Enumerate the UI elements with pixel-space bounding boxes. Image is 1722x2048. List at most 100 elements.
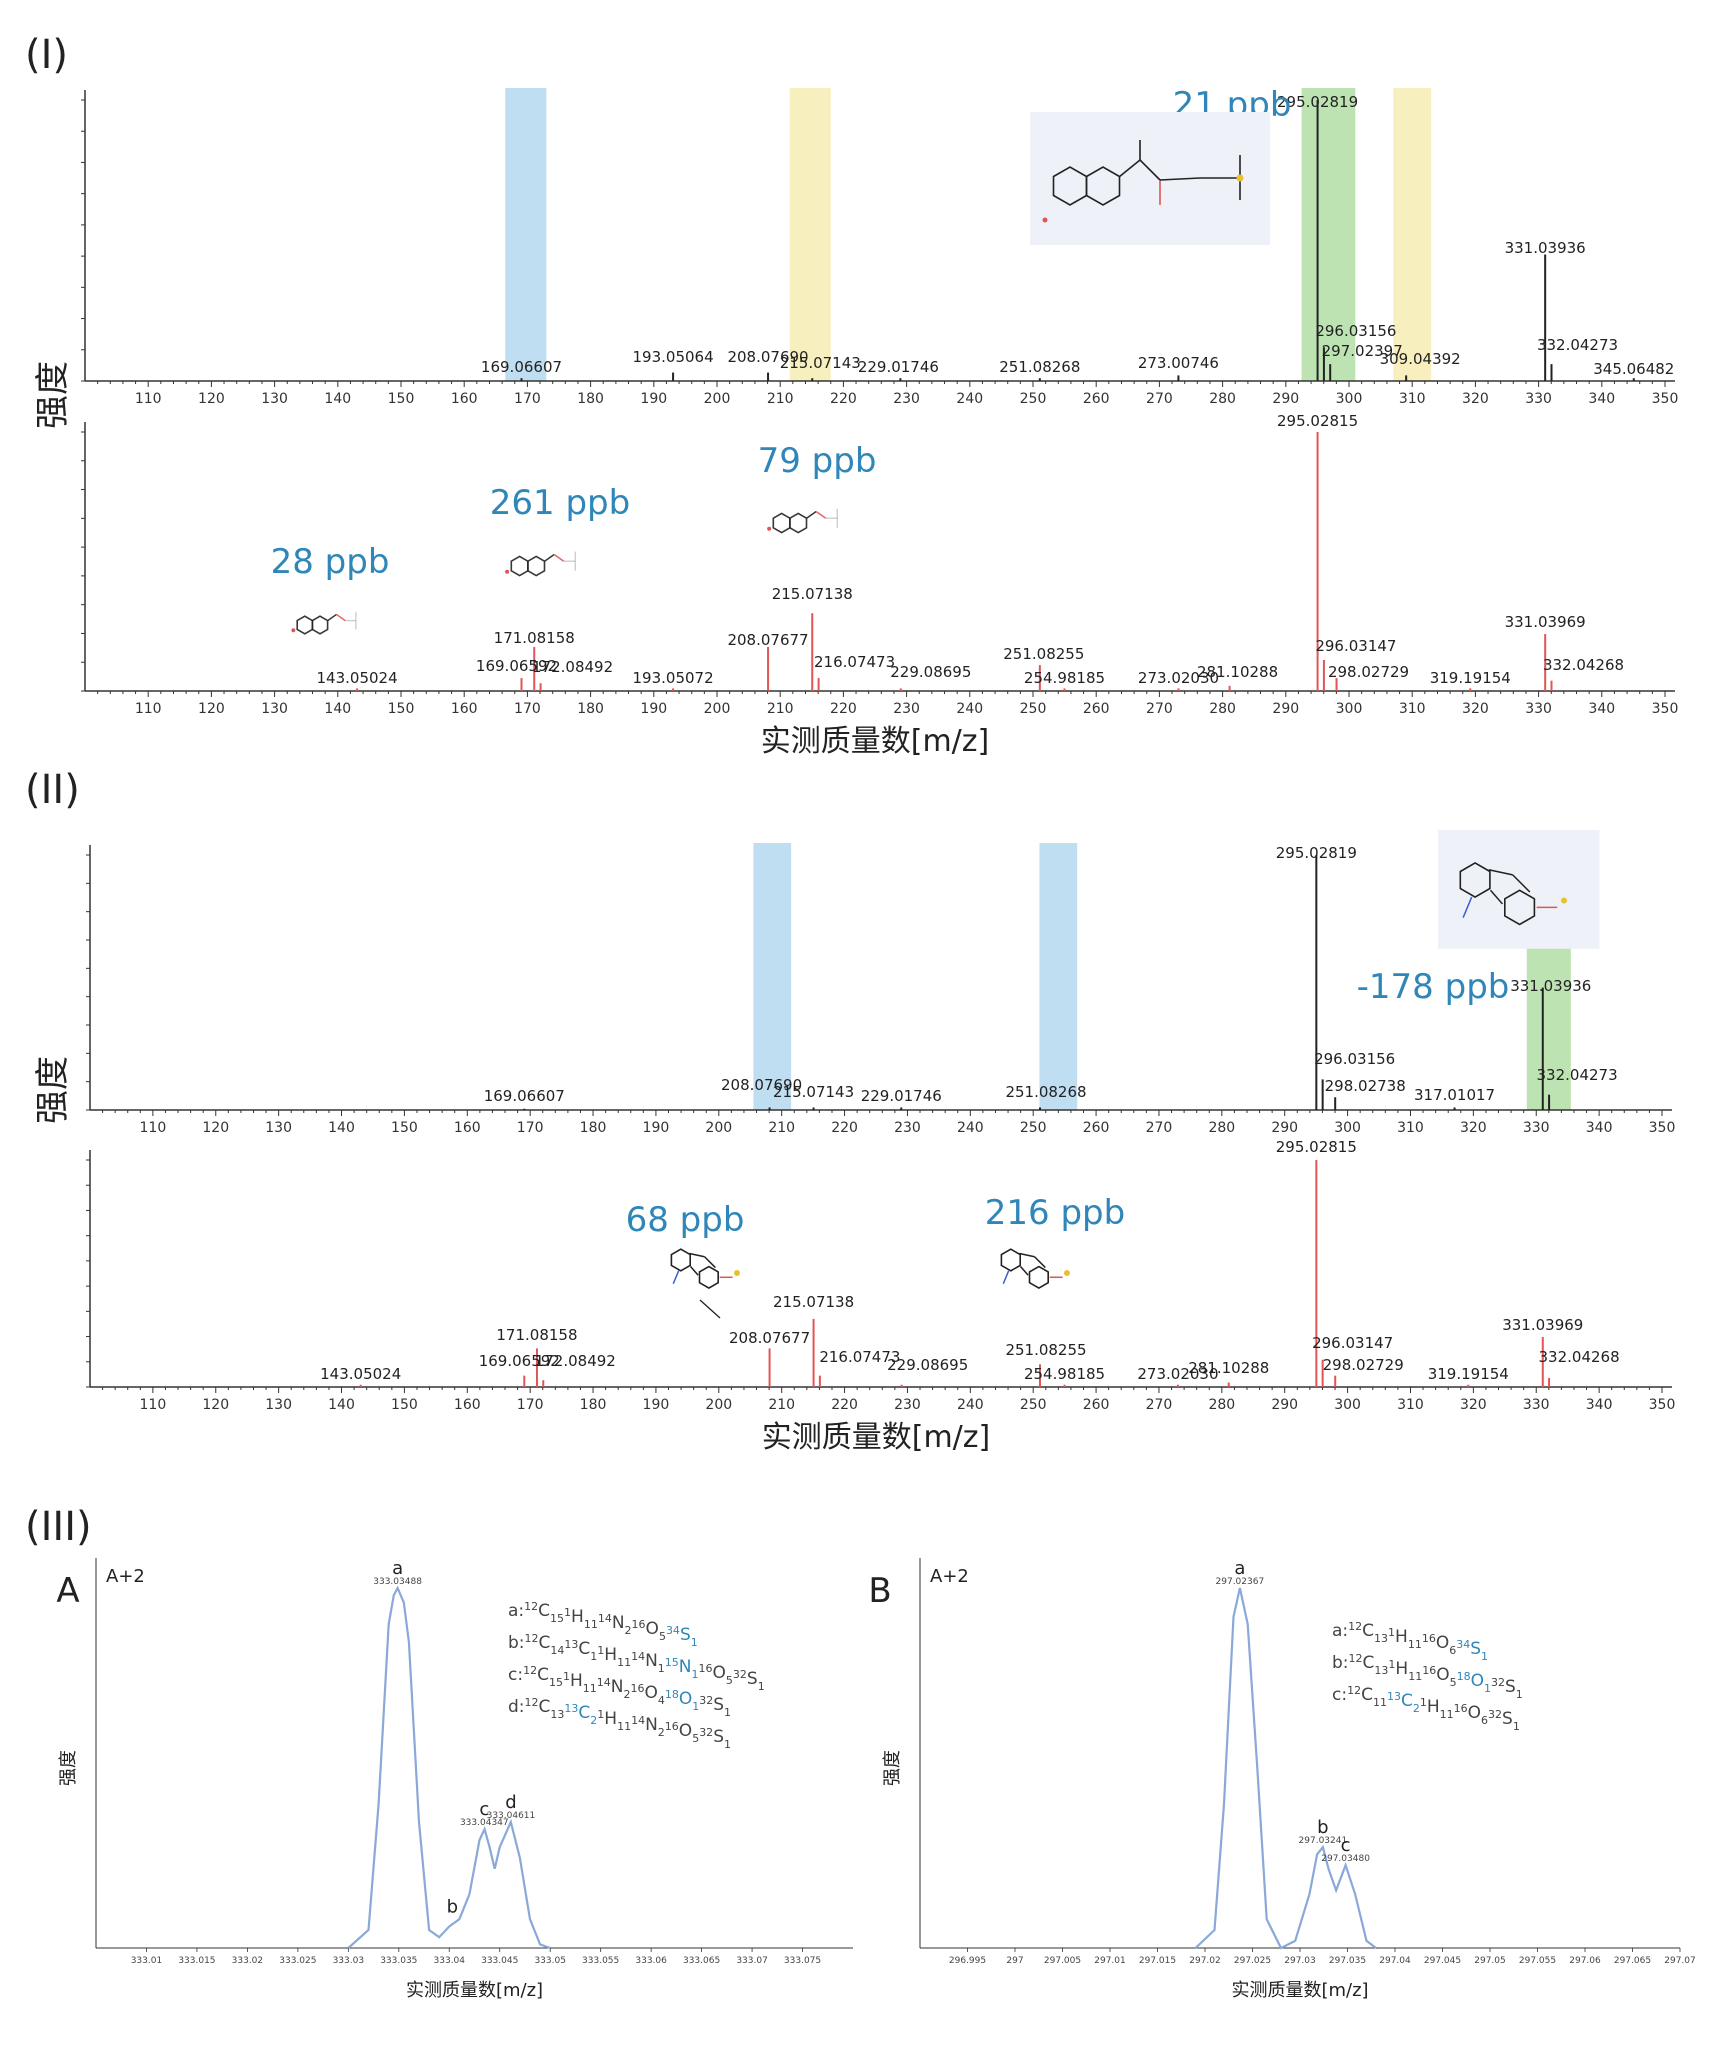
x-tick-label: 120 [202,1397,229,1413]
x-tick-label: 333.07 [736,1956,768,1966]
x-tick-label: 350 [1652,701,1679,717]
x-tick-label: 210 [767,391,794,407]
bond [806,510,817,519]
peak-label: 169.06607 [481,358,562,376]
molecule-box [500,548,644,584]
peak-label: 309.04392 [1380,350,1461,368]
x-tick-label: 110 [140,1397,167,1413]
bond [1034,1256,1046,1269]
peak-label: 216.07473 [814,653,895,671]
formula-1: b:12C1413C11H1114N115N116O532S1 [508,1632,765,1693]
x-tick-label: 130 [265,1120,292,1136]
x-tick-label: 230 [893,391,920,407]
atom-S [1561,897,1568,904]
x-tick-label: 270 [1146,1397,1173,1413]
molecule-box [286,609,418,642]
ppb-label-II-2: 216 ppb [985,1193,1125,1233]
formula-part: 16 [1454,1702,1468,1715]
formula-part: 16 [699,1662,713,1675]
x-tick-label: 330 [1523,1120,1550,1136]
panel-letter: B [868,1571,891,1611]
formula-part: 5 [659,1630,666,1643]
formula-part: C [1363,1653,1375,1673]
x-tick-label: 220 [831,1120,858,1136]
x-tick-label: 190 [643,1120,670,1136]
x-tick-label: 140 [324,391,351,407]
peak-label: 251.08255 [1003,645,1084,663]
x-tick-label: 120 [202,1120,229,1136]
ppb-label-II-1: 68 ppb [626,1200,745,1240]
peak-label: 172.08492 [535,1352,616,1370]
peak-label: 281.10288 [1188,1359,1269,1377]
peak-label: 251.08268 [1005,1083,1086,1101]
x-tick-label: 250 [1020,1120,1047,1136]
formula-2: c:12C151H1114N216O418O132S1 [508,1664,731,1719]
formula-part: H [604,1645,617,1665]
x-tick-label: 300 [1336,391,1363,407]
x-tick-label: 290 [1271,1397,1298,1413]
formula-part: 11 [1408,1670,1422,1683]
x-tick-label: 270 [1146,701,1173,717]
x-tick-label: 333.045 [481,1956,518,1966]
formula-part: C [539,1697,551,1717]
x-tick-label: 140 [324,701,351,717]
bond [815,510,827,519]
formula-part: 18 [665,1688,679,1701]
formula-part: 1 [1513,1720,1520,1733]
x-tick-label: 160 [454,1397,481,1413]
formula-part: O [679,1689,692,1709]
formula-part: H [1427,1697,1440,1717]
formula-part: 18 [1457,1670,1471,1683]
peak-label: 251.08255 [1005,1341,1086,1359]
x-tick-label: 200 [704,701,731,717]
x-tick-label: 170 [517,1397,544,1413]
peak-label: 295.02815 [1277,412,1358,430]
peak-label: 317.01017 [1414,1086,1495,1104]
molecule-I-top [1030,112,1270,245]
x-tick-label: 260 [1083,1120,1110,1136]
highlight-band [505,88,547,381]
peak-label: 295.02819 [1277,93,1358,111]
formula-part: 15 [665,1656,679,1669]
peak-label: 332.04273 [1537,336,1618,354]
formula-part: 16 [665,1720,679,1733]
x-tick-label: 290 [1272,701,1299,717]
ring [296,615,314,635]
x-tick-label: 220 [830,391,857,407]
formula-part: 32 [733,1668,747,1681]
x-tick-label: 260 [1083,1397,1110,1413]
x-tick-label: 230 [894,1120,921,1136]
formula-part: 14 [550,1644,564,1657]
peak-value-c: 297.03480 [1321,1854,1370,1864]
formula-part: 1 [563,1670,570,1683]
peak-label: 229.01746 [858,358,939,376]
peak-label: 331.03936 [1505,239,1586,257]
peak-letter-c: c [1341,1835,1351,1856]
x-tick-label: 320 [1460,1397,1487,1413]
formula-part: 11 [1440,1708,1454,1721]
ppb-label-I-2: 261 ppb [490,483,630,523]
formula-2: c:12C1113C21H1116O632S1 [1332,1684,1520,1733]
formula-part: 12 [1349,1652,1363,1665]
atom-S [1236,174,1244,182]
formula-part: C [1401,1691,1413,1711]
formula-0: a:12C151H1114N216O534S1 [508,1600,698,1649]
bond [1489,889,1504,905]
formula-part: 1 [597,1644,604,1657]
formula-part: 12 [525,1632,539,1645]
peak-label: 296.03156 [1314,1050,1395,1068]
formula-part: d: [508,1697,525,1717]
y-axis-title: 强度 [58,1750,79,1786]
formula-part: N [612,1613,625,1633]
formula-part: 13 [1387,1690,1401,1703]
x-tick-label: 250 [1020,1397,1047,1413]
formula-part: 11 [583,1682,597,1695]
peak-label: 331.03969 [1505,613,1586,631]
peak-label: 254.98185 [1024,669,1105,687]
x-tick-label: 190 [643,1397,670,1413]
x-tick-label: 270 [1146,391,1173,407]
peak-label: 296.03147 [1312,1334,1393,1352]
x-tick-label: 240 [957,1397,984,1413]
formula-part: 12 [1347,1684,1361,1697]
peak-label: 193.05064 [633,348,714,366]
